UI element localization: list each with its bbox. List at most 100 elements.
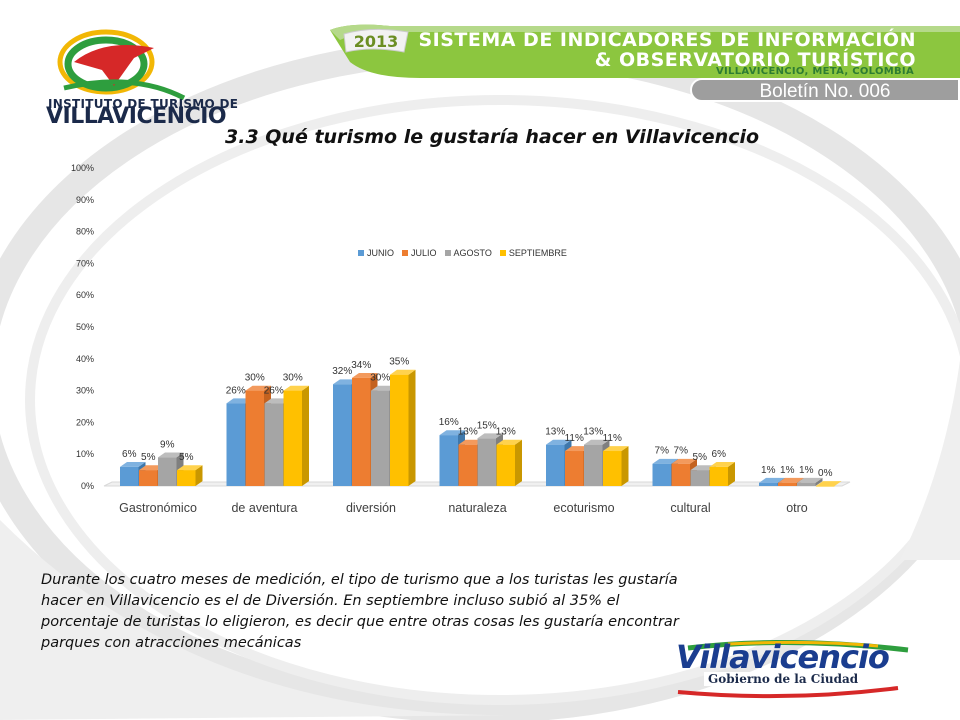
bar [709,466,728,486]
bar-top [283,385,309,391]
bar [390,374,409,486]
y-tick-label: 100% [71,163,94,173]
bar [759,482,778,486]
bar [283,390,302,486]
data-label: 13% [458,427,478,438]
bar-top [496,439,522,445]
bar-side [195,465,203,486]
data-label: 26% [264,385,284,396]
bar-top [245,385,271,391]
y-tick-label: 20% [76,417,94,427]
bar-side [728,462,735,486]
bar [690,470,709,486]
header-title-line1: SISTEMA DE INDICADORES DE INFORMACIÓN [418,29,916,51]
bar [139,470,158,486]
y-tick-label: 70% [76,258,94,268]
data-label: 6% [122,449,137,460]
chart-legend: JUNIO JULIO AGOSTO SEPTIEMBRE [358,248,567,258]
bar-top [652,458,678,464]
x-tick-label: Gastronómico [119,501,197,515]
data-label: 11% [565,433,584,444]
data-label: 7% [674,446,689,457]
bulletin-badge: Boletín No. 006 [690,78,960,102]
city-logo-subtitle: Gobierno de la Ciudad [704,672,863,686]
bar [603,451,622,486]
logo-institute-name: VILLAVICENCIO [46,104,227,129]
bar [496,444,515,486]
logo-institute-line: INSTITUTO DE TURISMO DE [48,97,239,111]
bar-side [408,369,416,486]
data-label: 16% [439,417,459,428]
legend-label-junio: JUNIO [367,248,394,258]
data-label: 32% [332,366,352,377]
legend-label-agosto: AGOSTO [453,248,492,258]
bar [226,403,245,486]
x-tick-label: otro [786,501,808,515]
bar-top [546,439,572,445]
data-label: 5% [693,452,708,463]
y-tick-label: 50% [76,322,94,332]
header-title-line2: & OBSERVATORIO TURÍSTICO [594,49,916,71]
chart-title: 3.3 Qué turismo le gustaría hacer en Vil… [225,126,760,148]
legend-swatch-agosto [444,250,451,256]
caption-text: Durante los cuatro meses de medición, el… [41,572,679,651]
data-label: 35% [389,357,409,368]
header-band [330,24,960,78]
bar-side [302,385,309,486]
bar-top [177,465,203,471]
x-tick-label: ecoturismo [553,501,614,515]
data-label: 5% [179,452,194,463]
bar [477,438,496,486]
bar [439,435,458,486]
data-label: 34% [351,360,371,371]
data-label: 26% [226,385,246,396]
data-label: 1% [799,465,814,476]
bar [652,463,671,486]
bar [120,466,139,486]
year-text: 2013 [354,32,399,51]
legend-item-julio: JULIO [402,248,437,258]
legend-item-septiembre: SEPTIEMBRE [499,248,567,258]
bar-top [120,462,146,467]
bar [177,470,196,486]
data-label: 13% [496,427,516,438]
bar-top [797,477,823,483]
legend-swatch-junio [358,250,364,256]
bar [778,482,797,486]
bar [245,390,264,486]
x-tick-label: diversión [346,501,396,515]
bar-top [671,458,697,464]
bar [797,482,816,486]
bar-top [352,372,378,378]
y-tick-label: 30% [76,386,94,396]
bar-top [158,452,184,458]
y-tick-label: 40% [76,354,94,364]
y-tick-label: 10% [76,449,94,459]
institute-logo-icon [57,29,186,101]
city-logo-name: Villavicencio [676,638,890,676]
header-location: VILLAVICENCIO, META, COLOMBIA [715,66,914,77]
data-label: 30% [245,373,265,384]
y-tick-label: 0% [81,481,94,491]
bar-top [816,481,842,486]
bar [816,486,835,487]
data-label: 13% [583,427,603,438]
y-tick-label: 60% [76,290,94,300]
legend-item-agosto: AGOSTO [444,248,492,258]
bar [458,444,477,486]
bar-top [477,433,503,439]
bar [333,384,352,486]
bar [584,444,603,486]
bar-top [778,477,804,483]
data-label: 0% [818,468,833,479]
data-label: 11% [603,433,622,444]
legend-label-septiembre: SEPTIEMBRE [508,248,567,258]
bar-top [439,430,465,436]
data-label: 1% [780,465,795,476]
bar-top [390,369,416,375]
data-label: 7% [655,446,670,457]
bar-top [584,439,610,445]
x-tick-label: naturaleza [448,501,506,515]
header-title: SISTEMA DE INDICADORES DE INFORMACIÓN & … [418,30,916,70]
